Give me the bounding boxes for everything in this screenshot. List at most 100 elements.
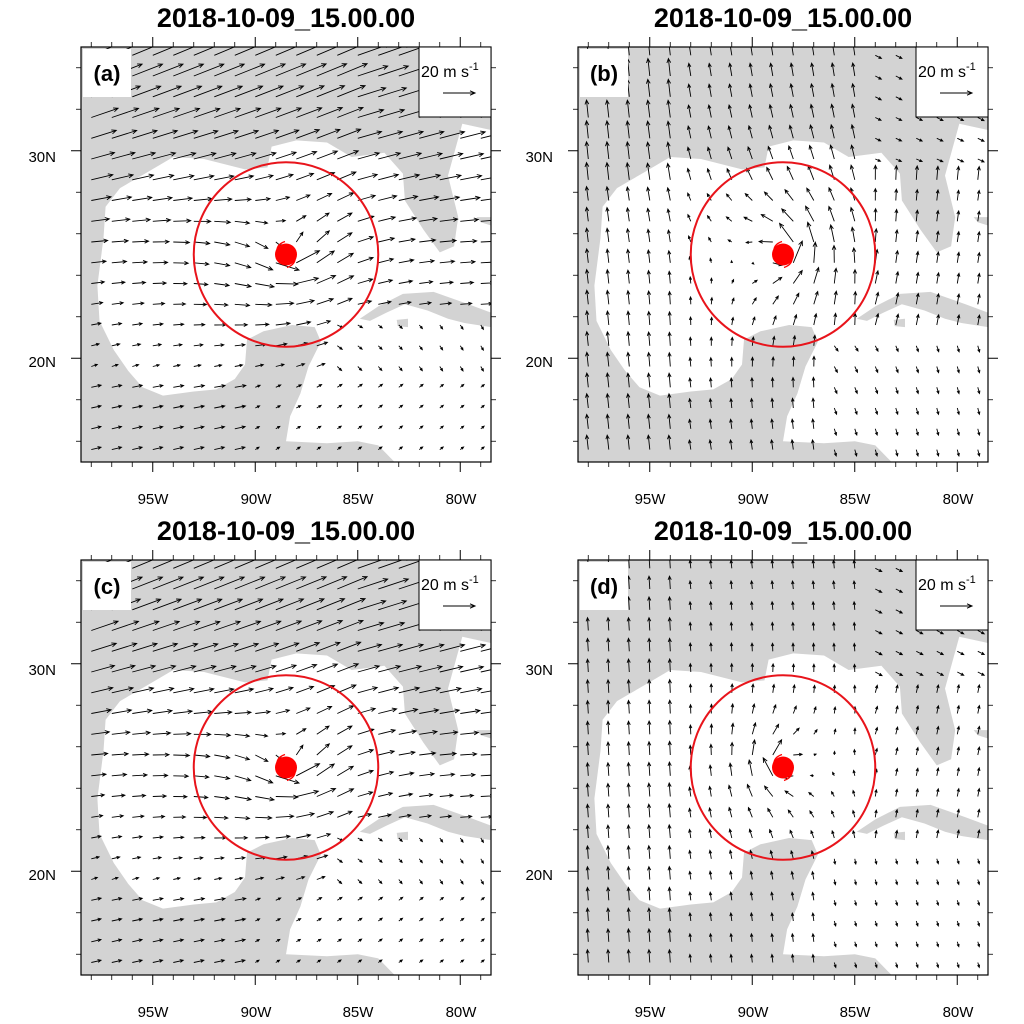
wind-arrow bbox=[772, 723, 780, 735]
wind-arrow bbox=[439, 404, 445, 409]
wind-arrow bbox=[255, 876, 265, 881]
wind-arrow bbox=[647, 575, 652, 590]
wind-arrow bbox=[585, 761, 590, 776]
wind-arrow bbox=[173, 687, 195, 694]
wind-arrow bbox=[193, 47, 216, 56]
wind-arrow bbox=[585, 330, 590, 346]
wind-arrow bbox=[812, 684, 817, 693]
wind-arrow bbox=[296, 576, 328, 590]
wind-arrow bbox=[853, 879, 857, 886]
wind-arrow bbox=[977, 766, 981, 776]
land-polygon bbox=[359, 291, 491, 328]
wind-arrow bbox=[688, 807, 692, 818]
wind-arrow bbox=[91, 814, 104, 818]
panel-d: 2018-10-09_15.00.00 (d) 20 m s-1 30N 20N… bbox=[525, 516, 1004, 1021]
panel-title: 2018-10-09_15.00.00 bbox=[654, 516, 912, 546]
wind-arrow bbox=[378, 425, 383, 430]
wind-arrow bbox=[895, 345, 899, 353]
wind-arrow bbox=[275, 85, 305, 98]
wind-arrow bbox=[152, 85, 183, 98]
wind-arrow bbox=[936, 704, 940, 714]
wind-arrow bbox=[667, 719, 672, 735]
wind-arrow bbox=[606, 699, 611, 714]
wind-arrow bbox=[709, 642, 713, 652]
wind-arrow bbox=[460, 938, 465, 943]
lon-label-90w: 90W bbox=[738, 1004, 770, 1021]
wind-arrow bbox=[810, 62, 815, 77]
wind-arrow bbox=[811, 912, 815, 922]
wind-arrow bbox=[193, 815, 208, 820]
wind-arrow bbox=[378, 643, 404, 652]
wind-arrow bbox=[915, 941, 919, 948]
wind-arrow bbox=[234, 576, 266, 590]
lon-label-85w: 85W bbox=[840, 1004, 872, 1021]
wind-arrow bbox=[111, 151, 136, 160]
wind-arrow bbox=[336, 366, 343, 372]
wind-arrow bbox=[398, 643, 425, 652]
wind-arrow bbox=[813, 728, 818, 735]
lat-label-30n: 30N bbox=[28, 662, 56, 679]
wind-arrow bbox=[193, 938, 205, 943]
land-polygon bbox=[990, 763, 1004, 786]
wind-arrow bbox=[214, 710, 233, 715]
wind-arrow bbox=[419, 643, 445, 652]
wind-arrow bbox=[173, 773, 190, 779]
wind-arrow bbox=[255, 85, 285, 98]
wind-arrow bbox=[173, 404, 185, 409]
wind-arrow bbox=[111, 642, 138, 652]
wind-arrow bbox=[787, 809, 794, 818]
wind-arrow bbox=[936, 879, 940, 886]
wind-arrow bbox=[173, 218, 192, 224]
svg-text:20 m s-1: 20 m s-1 bbox=[918, 61, 976, 81]
wind-arrow bbox=[316, 832, 332, 839]
wind-arrow bbox=[626, 886, 631, 901]
wind-arrow bbox=[584, 247, 590, 263]
wind-arrow bbox=[91, 446, 103, 451]
wind-arrow bbox=[152, 384, 164, 388]
lon-label-85w: 85W bbox=[840, 491, 872, 508]
wind-arrow bbox=[829, 144, 835, 160]
wind-arrow bbox=[337, 297, 353, 305]
wind-arrow bbox=[667, 699, 672, 714]
wind-arrow bbox=[480, 896, 486, 901]
wind-arrow bbox=[316, 706, 333, 714]
wind-arrow bbox=[647, 657, 652, 673]
wind-arrow bbox=[255, 598, 285, 611]
wind-arrow bbox=[357, 65, 389, 77]
reference-vector-box: 20 m s-1 bbox=[418, 559, 492, 631]
wind-arrow bbox=[936, 313, 940, 326]
wind-arrow bbox=[111, 301, 125, 306]
wind-arrow bbox=[132, 280, 147, 285]
wind-arrow bbox=[337, 725, 353, 735]
wind-arrow bbox=[337, 85, 367, 98]
wind-arrow bbox=[916, 671, 924, 676]
wind-arrow bbox=[439, 383, 445, 388]
wind-arrow bbox=[460, 404, 465, 409]
panel-label: (d) bbox=[590, 574, 618, 599]
wind-arrow bbox=[667, 907, 672, 922]
wind-arrow bbox=[585, 720, 590, 735]
wind-arrow bbox=[646, 207, 651, 222]
wind-arrow bbox=[852, 769, 856, 776]
wind-arrow bbox=[357, 643, 383, 652]
wind-arrow bbox=[895, 75, 903, 80]
wind-arrow bbox=[439, 793, 455, 798]
wind-arrow bbox=[419, 173, 442, 181]
wind-arrow bbox=[585, 927, 590, 942]
wind-arrow bbox=[833, 387, 838, 395]
wind-arrow bbox=[667, 802, 672, 818]
wind-arrow bbox=[729, 662, 734, 673]
wind-arrow bbox=[398, 938, 404, 943]
lon-label-95w: 95W bbox=[138, 491, 170, 508]
wind-arrow bbox=[894, 808, 899, 818]
wind-arrow bbox=[688, 662, 693, 673]
wind-arrow bbox=[439, 772, 456, 777]
wind-arrow bbox=[296, 728, 307, 735]
wind-arrow bbox=[647, 616, 652, 631]
wind-arrow bbox=[275, 775, 301, 785]
wind-arrow bbox=[895, 428, 899, 437]
wind-arrow bbox=[91, 321, 102, 326]
wind-arrow bbox=[585, 658, 590, 673]
wind-arrow bbox=[296, 833, 312, 839]
wind-arrow bbox=[751, 316, 756, 326]
